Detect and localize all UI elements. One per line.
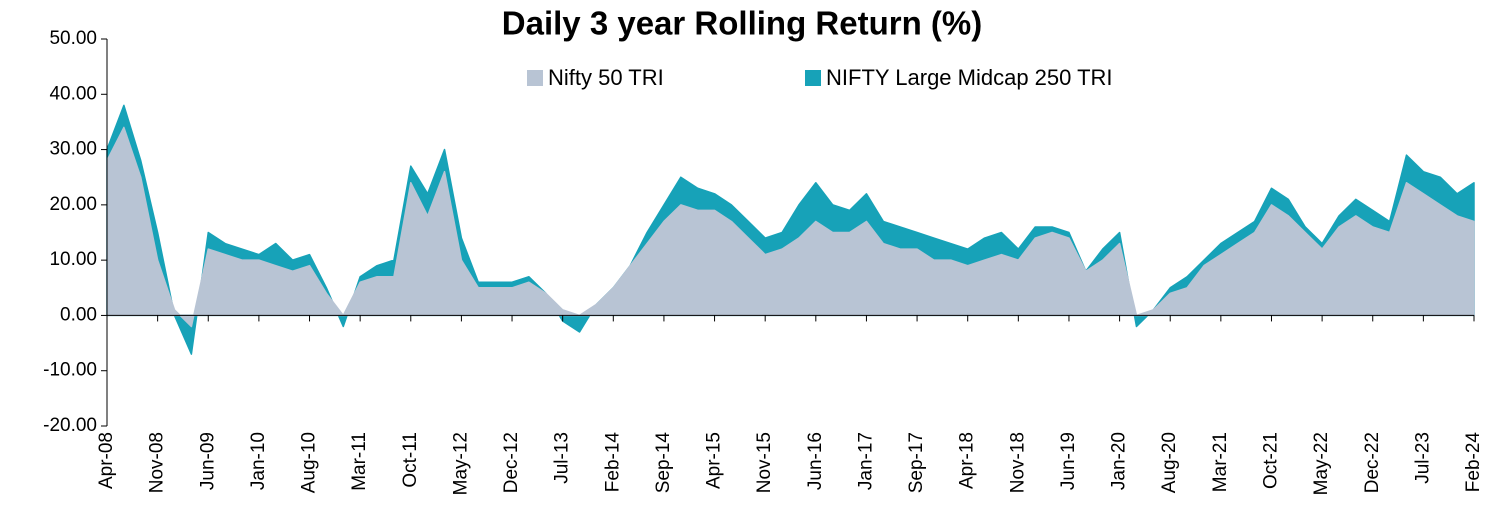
x-tick-label: Dec-22 xyxy=(1362,432,1383,493)
y-tick-label: 50.00 xyxy=(49,28,97,49)
x-tick-label: Jun-09 xyxy=(197,432,218,490)
x-tick-label: Jan-17 xyxy=(855,432,876,490)
x-tick-label: May-12 xyxy=(450,432,471,495)
y-tick-label: -20.00 xyxy=(43,415,97,436)
x-tick-label: Apr-15 xyxy=(704,432,725,489)
x-tick-label: Jul-23 xyxy=(1412,432,1433,484)
x-tick-label: Jan-10 xyxy=(248,432,269,490)
x-tick-label: Jan-20 xyxy=(1109,432,1130,490)
x-tick-label: Oct-21 xyxy=(1260,432,1281,489)
x-tick-label: Nov-08 xyxy=(147,432,168,493)
chart-title: Daily 3 year Rolling Return (%) xyxy=(502,5,982,42)
legend-swatch xyxy=(527,70,543,86)
y-tick-label: -10.00 xyxy=(43,360,97,381)
x-tick-label: Mar-21 xyxy=(1210,432,1231,492)
x-tick-label: Dec-12 xyxy=(501,432,522,493)
x-tick-label: Nov-15 xyxy=(754,432,775,493)
x-tick-label: Aug-10 xyxy=(299,432,320,493)
x-tick-label: Nov-18 xyxy=(1007,432,1028,493)
y-tick-label: 10.00 xyxy=(49,249,97,270)
x-tick-label: Jun-19 xyxy=(1058,432,1079,490)
legend-swatch xyxy=(805,70,821,86)
legend-label: Nifty 50 TRI xyxy=(548,65,664,90)
x-tick-label: Apr-18 xyxy=(957,432,978,489)
x-tick-label: Feb-24 xyxy=(1463,432,1484,493)
x-tick-label: Oct-11 xyxy=(400,432,421,488)
y-tick-label: 40.00 xyxy=(49,83,97,104)
x-tick-label: Sep-14 xyxy=(653,432,674,494)
x-tick-label: Apr-08 xyxy=(96,432,117,489)
x-tick-label: Sep-17 xyxy=(906,432,927,493)
y-tick-label: 20.00 xyxy=(49,194,97,215)
legend-label: NIFTY Large Midcap 250 TRI xyxy=(826,65,1113,90)
x-tick-label: Jun-16 xyxy=(805,432,826,490)
x-tick-label: Feb-14 xyxy=(602,432,623,493)
y-tick-label: 0.00 xyxy=(60,304,97,325)
y-tick-label: 30.00 xyxy=(49,139,97,160)
x-tick-label: Mar-11 xyxy=(349,432,370,491)
x-tick-label: Jul-13 xyxy=(552,432,573,484)
x-tick-label: May-22 xyxy=(1311,432,1332,495)
x-tick-label: Aug-20 xyxy=(1159,432,1180,493)
